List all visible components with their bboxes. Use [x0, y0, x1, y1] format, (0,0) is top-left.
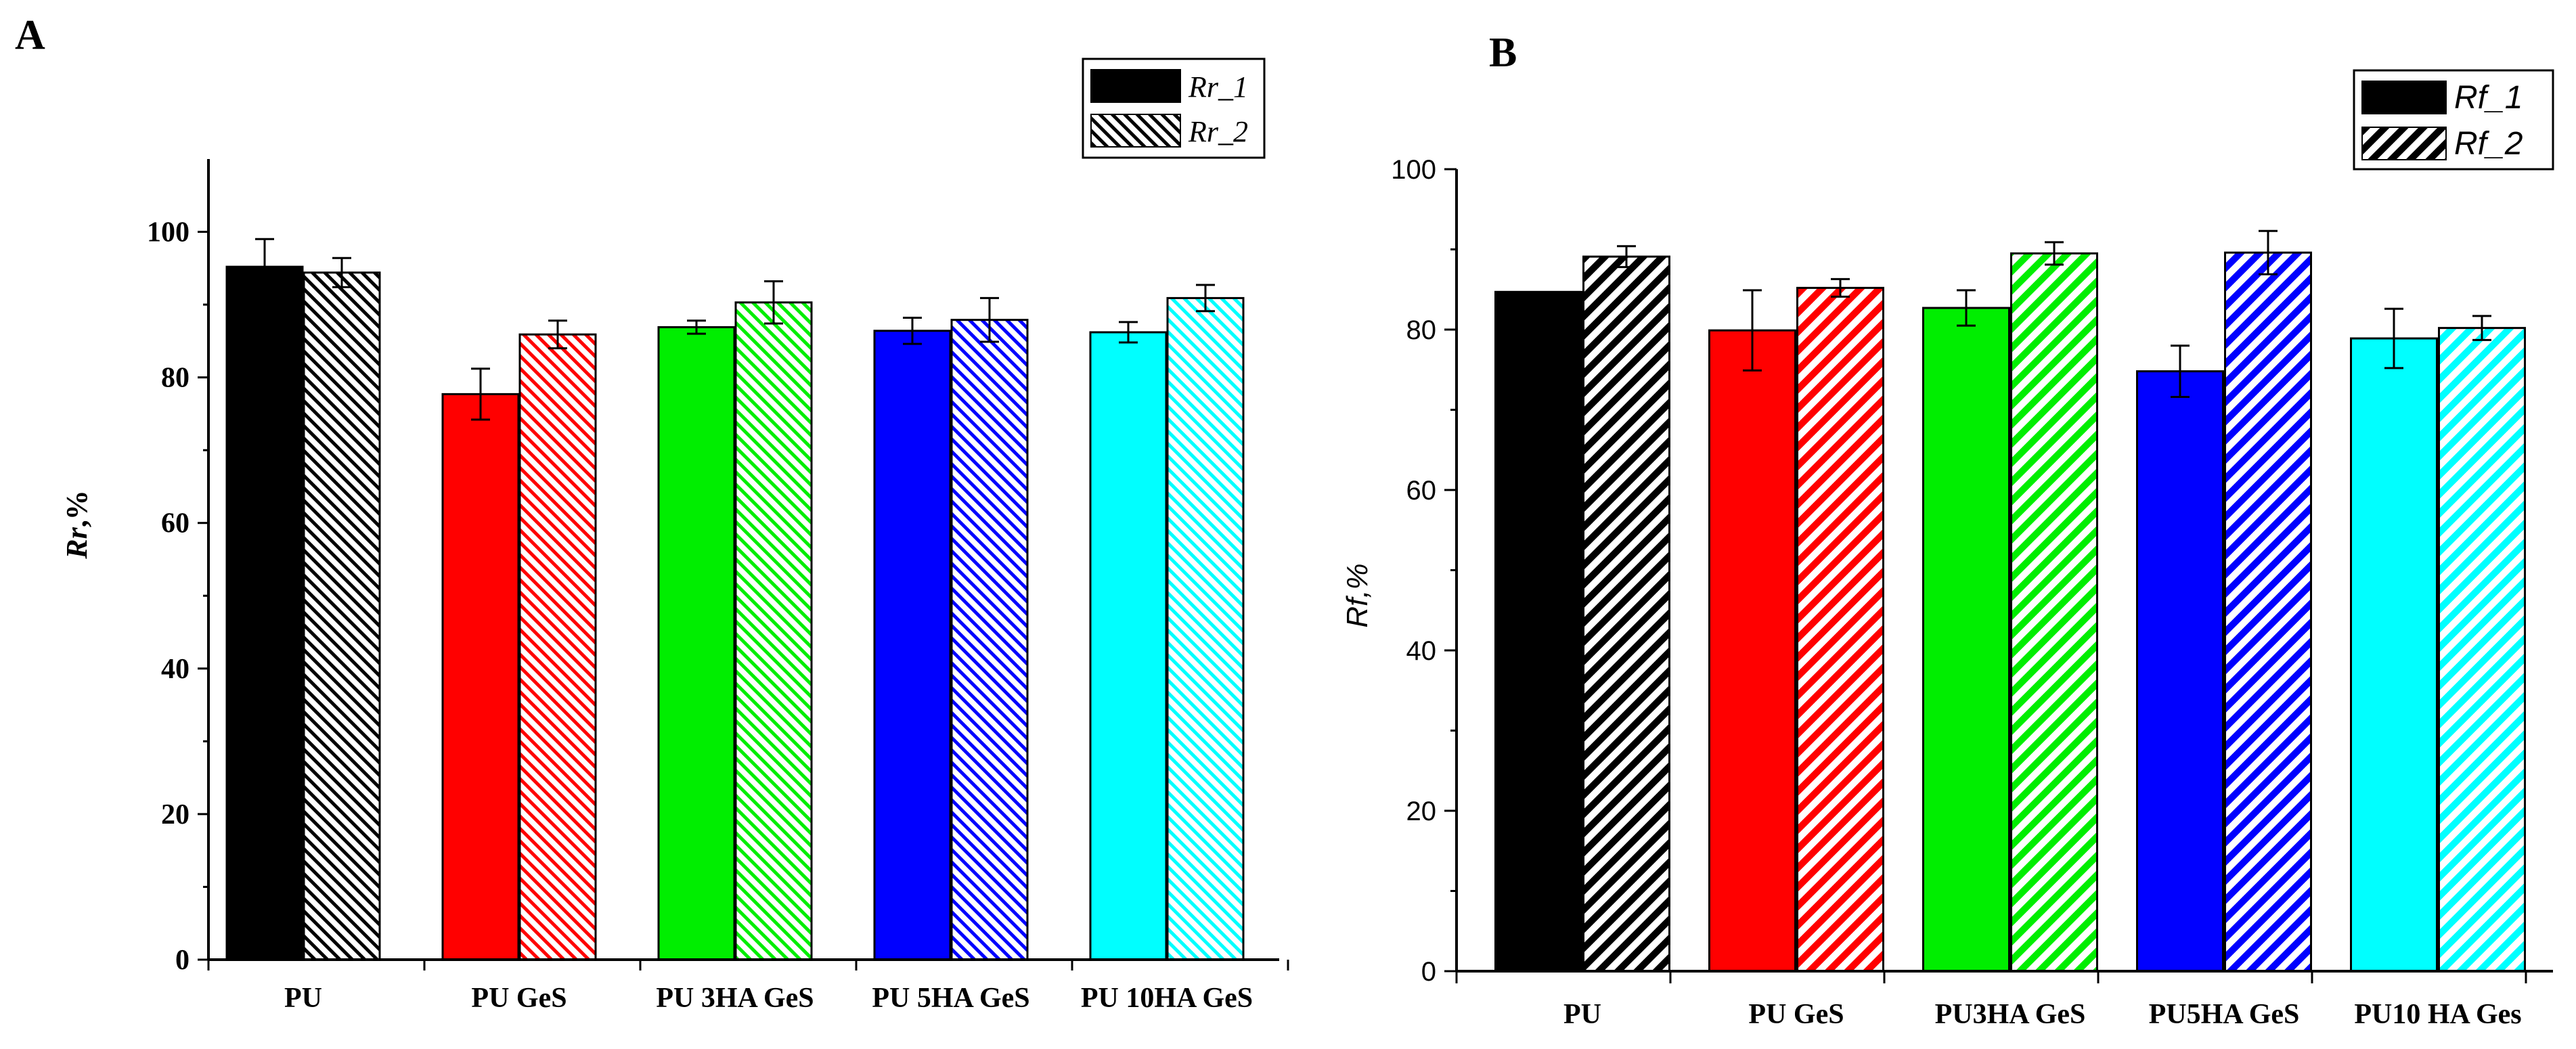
panel-a-y-axis-title: Rr,% — [60, 490, 93, 559]
error-bar-b-1-2 — [2045, 241, 2064, 266]
y-tick-label-b-5: 100 — [1391, 155, 1436, 185]
legend-swatch-a-0 — [1090, 69, 1181, 103]
legend-swatch-a-1 — [1090, 114, 1181, 148]
x-tick-label-b-0: PU — [1563, 999, 1601, 1030]
error-bar-b-0-4 — [2384, 307, 2403, 370]
panel-b-legend: Rf_1 Rf_2 — [2353, 69, 2554, 171]
x-tick-label-a-1: PU GeS — [471, 983, 567, 1014]
x-tick-label-a-3: PU 5HA GeS — [872, 983, 1029, 1014]
bar-b-rf1-0 — [1494, 290, 1582, 973]
error-bar-a-1-4 — [1196, 284, 1215, 313]
error-bar-b-1-1 — [1831, 277, 1850, 298]
bar-a-rr2-1 — [518, 333, 597, 961]
x-tick-label-b-3: PU5HA GeS — [2149, 999, 2300, 1030]
error-bar-a-0-0 — [255, 238, 274, 296]
error-bar-b-1-3 — [2259, 229, 2278, 275]
x-tick-label-a-0: PU — [284, 983, 322, 1014]
y-tick-label-b-2: 40 — [1406, 636, 1437, 666]
error-bar-a-1-3 — [980, 296, 999, 343]
y-tick-label-b-4: 80 — [1406, 315, 1437, 345]
y-tick-label-a-1: 20 — [161, 799, 190, 830]
y-tick-label-b-3: 60 — [1406, 476, 1437, 506]
error-bar-b-1-0 — [1617, 245, 1636, 269]
bar-b-rf2-4 — [2438, 327, 2526, 973]
error-bar-a-0-3 — [903, 316, 922, 345]
y-tick-label-a-4: 80 — [161, 363, 190, 394]
bar-a-rr1-3 — [873, 330, 952, 961]
bar-b-rf2-0 — [1582, 255, 1670, 973]
x-tick-label-a-2: PU 3HA GeS — [656, 983, 814, 1014]
legend-label-a-0: Rr_1 — [1188, 70, 1248, 104]
legend-label-a-1: Rr_2 — [1188, 115, 1248, 148]
error-bar-a-0-2 — [687, 319, 706, 335]
y-tick-label-a-3: 60 — [161, 508, 190, 539]
bar-a-rr2-4 — [1166, 296, 1245, 961]
x-tick-label-a-4: PU 10HA GeS — [1081, 983, 1253, 1014]
error-bar-a-1-2 — [764, 280, 783, 325]
bar-b-rf2-3 — [2224, 251, 2312, 973]
y-tick-label-a-0: 0 — [175, 945, 190, 976]
error-bar-a-1-0 — [332, 256, 351, 288]
bar-a-rr1-1 — [441, 393, 520, 961]
error-bar-b-0-2 — [1957, 289, 1976, 327]
legend-swatch-b-0 — [2361, 81, 2447, 114]
panel-b-chart: B Rf,% PU PU GeS PU3HA GeS PU5HA GeS PU10 HA… — [1341, 30, 2554, 1030]
error-bar-b-0-3 — [2171, 344, 2190, 399]
legend-label-b-1: Rf_2 — [2454, 126, 2523, 162]
bar-a-rr2-0 — [303, 271, 381, 961]
error-bar-a-0-1 — [471, 367, 490, 421]
bar-a-rr2-3 — [950, 319, 1029, 961]
error-bar-a-1-1 — [548, 319, 567, 350]
bar-b-rf2-1 — [1796, 286, 1884, 973]
bar-a-rr2-2 — [734, 301, 813, 961]
x-tick-label-b-1: PU GeS — [1748, 999, 1844, 1030]
panel-a-legend: Rr_1 Rr_2 — [1082, 58, 1266, 159]
y-tick-label-a-2: 40 — [161, 654, 190, 685]
bar-a-rr1-0 — [225, 265, 304, 961]
y-tick-label-b-0: 0 — [1421, 957, 1436, 987]
bar-b-rf1-1 — [1708, 329, 1796, 973]
x-tick-label-b-4: PU10 HA Ges — [2354, 999, 2521, 1030]
error-bar-a-0-4 — [1119, 321, 1138, 344]
y-tick-label-a-5: 100 — [147, 217, 190, 248]
bar-b-rf1-3 — [2136, 370, 2224, 973]
panel-a-label: A — [15, 12, 45, 58]
bar-a-rr1-2 — [657, 326, 736, 961]
bar-b-rf1-4 — [2350, 337, 2438, 973]
panel-b-label: B — [1489, 30, 1517, 76]
y-tick-label-b-1: 20 — [1406, 797, 1437, 826]
bar-b-rf1-2 — [1922, 307, 2010, 973]
panel-a-chart: A Rr,% PU PU GeS PU 3HA GeS PU 5HA GeS PU 10… — [15, 12, 1289, 1014]
error-bar-b-1-4 — [2472, 315, 2491, 341]
legend-label-b-0: Rf_1 — [2454, 80, 2523, 116]
panel-b-y-axis-title: Rf,% — [1341, 563, 1374, 627]
bar-b-rf2-2 — [2010, 252, 2098, 973]
bar-a-rr1-4 — [1089, 331, 1168, 961]
x-tick-label-b-2: PU3HA GeS — [1935, 999, 2086, 1030]
legend-swatch-b-1 — [2361, 127, 2447, 160]
error-bar-b-0-1 — [1743, 289, 1762, 372]
